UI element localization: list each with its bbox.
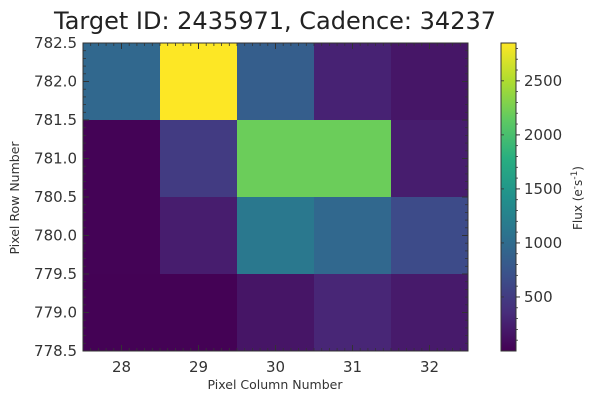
chart-title: Target ID: 2435971, Cadence: 34237 (53, 7, 496, 35)
heatmap-cell (391, 43, 468, 120)
y-axis-label: Pixel Row Number (7, 141, 22, 255)
y-tick-label: 780.5 (34, 188, 77, 206)
y-tick-label: 780.0 (34, 227, 77, 245)
heatmap-cell (160, 274, 237, 351)
heatmap-cell (83, 120, 160, 197)
heatmap-cell (160, 197, 237, 274)
heatmap-cell (314, 274, 391, 351)
x-tick-label: 30 (266, 358, 285, 376)
heatmap-cell (391, 274, 468, 351)
x-axis-ticks: 28 29 30 31 32 (82, 43, 469, 376)
heatmap-cell (237, 43, 314, 120)
colorbar-tick-label: 500 (524, 288, 553, 306)
heatmap-cell (83, 274, 160, 351)
y-axis-ticks: 778.5 779.0 779.5 780.0 780.5 781.0 781.5 782.0… (34, 34, 468, 360)
colorbar (500, 42, 517, 352)
colorbar-ticks: 500 1000 1500 2000 2500 (501, 48, 562, 341)
heatmap-cell (160, 120, 237, 197)
heatmap-cell (83, 197, 160, 274)
heatmap-cell (237, 120, 314, 197)
heatmap-cells (83, 43, 468, 351)
colorbar-tick-label: 1500 (524, 180, 562, 198)
y-tick-label: 782.5 (34, 34, 77, 52)
heatmap-cell (314, 197, 391, 274)
y-tick-label: 778.5 (34, 342, 77, 360)
y-tick-label: 781.0 (34, 150, 77, 168)
heatmap-cell (314, 43, 391, 120)
x-tick-label: 32 (420, 358, 439, 376)
x-tick-label: 31 (343, 358, 362, 376)
colorbar-label: Flux (e-s-1) (570, 166, 585, 230)
x-tick-label: 28 (112, 358, 131, 376)
heatmap-cell (314, 120, 391, 197)
heatmap-cell (391, 197, 468, 274)
heatmap-cell (160, 43, 237, 120)
colorbar-tick-label: 2500 (524, 72, 562, 90)
y-tick-label: 779.0 (34, 304, 77, 322)
x-axis-label: Pixel Column Number (208, 377, 344, 392)
y-tick-label: 779.5 (34, 265, 77, 283)
y-tick-label: 781.5 (34, 111, 77, 129)
x-tick-label: 29 (189, 358, 208, 376)
heatmap-cell (391, 120, 468, 197)
colorbar-tick-label: 1000 (524, 234, 562, 252)
y-tick-label: 782.0 (34, 73, 77, 91)
heatmap-cell (237, 274, 314, 351)
heatmap-cell (237, 197, 314, 274)
heatmap-cell (83, 43, 160, 120)
colorbar-tick-label: 2000 (524, 126, 562, 144)
